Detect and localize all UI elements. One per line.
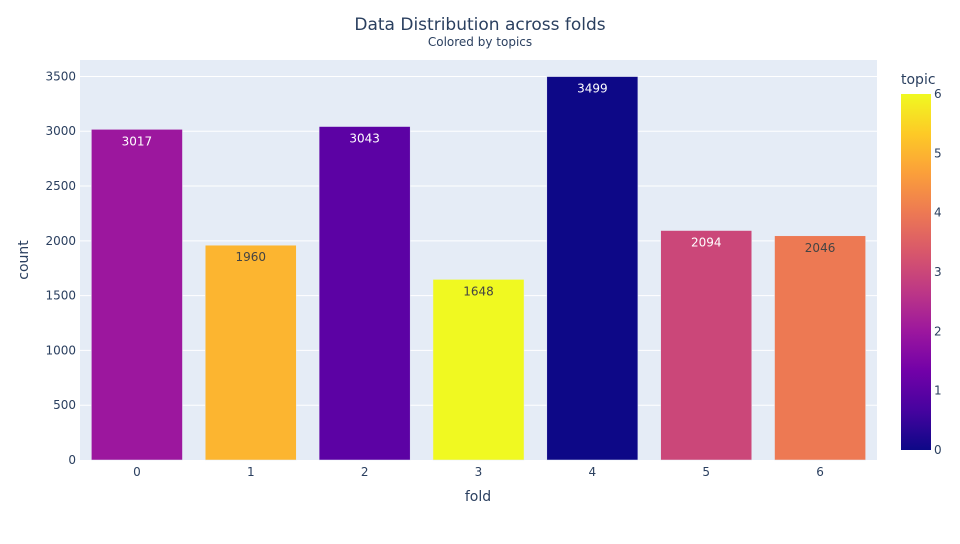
y-tick-label: 0 — [68, 453, 76, 467]
bar — [318, 126, 411, 461]
bar — [774, 235, 866, 461]
x-tick-label: 0 — [133, 465, 141, 479]
bar — [432, 279, 525, 461]
y-tick-label: 3500 — [45, 69, 76, 83]
y-axis-title: count — [16, 240, 32, 280]
bar-value-label: 2046 — [805, 241, 836, 255]
bar — [546, 76, 639, 461]
colorbar-tick-label: 6 — [934, 87, 942, 101]
bar-value-label: 1648 — [463, 284, 494, 298]
colorbar-tick-label: 2 — [934, 324, 942, 338]
x-tick-label: 2 — [361, 465, 369, 479]
colorbar-tick-label: 1 — [934, 384, 942, 398]
y-axis-ticks: 0 500 1000 1500 2000 2500 3000 3500 — [45, 69, 76, 467]
y-tick-label: 2000 — [45, 234, 76, 248]
chart-title: Data Distribution across folds — [354, 15, 605, 35]
y-tick-label: 3000 — [45, 124, 76, 138]
bar — [660, 230, 753, 461]
bar-value-label: 3017 — [122, 134, 153, 148]
bar-value-label: 2094 — [691, 236, 722, 250]
y-tick-label: 1500 — [45, 289, 76, 303]
chart-subtitle: Colored by topics — [428, 35, 532, 49]
bar-value-label: 1960 — [236, 250, 267, 264]
colorbar-tick-label: 4 — [934, 206, 942, 220]
bar-labels: 3017 1960 3043 1648 3499 2094 2046 — [122, 82, 836, 299]
x-tick-label: 3 — [475, 465, 483, 479]
bars — [91, 76, 866, 461]
y-tick-label: 2500 — [45, 179, 76, 193]
bar-value-label: 3499 — [577, 82, 608, 96]
colorbar — [901, 94, 931, 450]
y-tick-label: 500 — [53, 398, 76, 412]
x-axis-ticks: 0 1 2 3 4 5 6 — [133, 465, 824, 479]
colorbar-ticks: 0 1 2 3 4 5 6 — [934, 87, 942, 457]
colorbar-tick-label: 5 — [934, 146, 942, 160]
colorbar-tick-label: 3 — [934, 265, 942, 279]
x-tick-label: 1 — [247, 465, 255, 479]
colorbar-tick-label: 0 — [934, 443, 942, 457]
x-tick-label: 5 — [702, 465, 710, 479]
colorbar-title: topic — [901, 72, 936, 88]
bar — [204, 244, 297, 461]
x-tick-label: 6 — [816, 465, 824, 479]
bar-value-label: 3043 — [349, 132, 380, 146]
x-axis-title: fold — [465, 489, 491, 505]
bar — [91, 129, 183, 461]
x-tick-label: 4 — [589, 465, 597, 479]
y-tick-label: 1000 — [45, 343, 76, 357]
